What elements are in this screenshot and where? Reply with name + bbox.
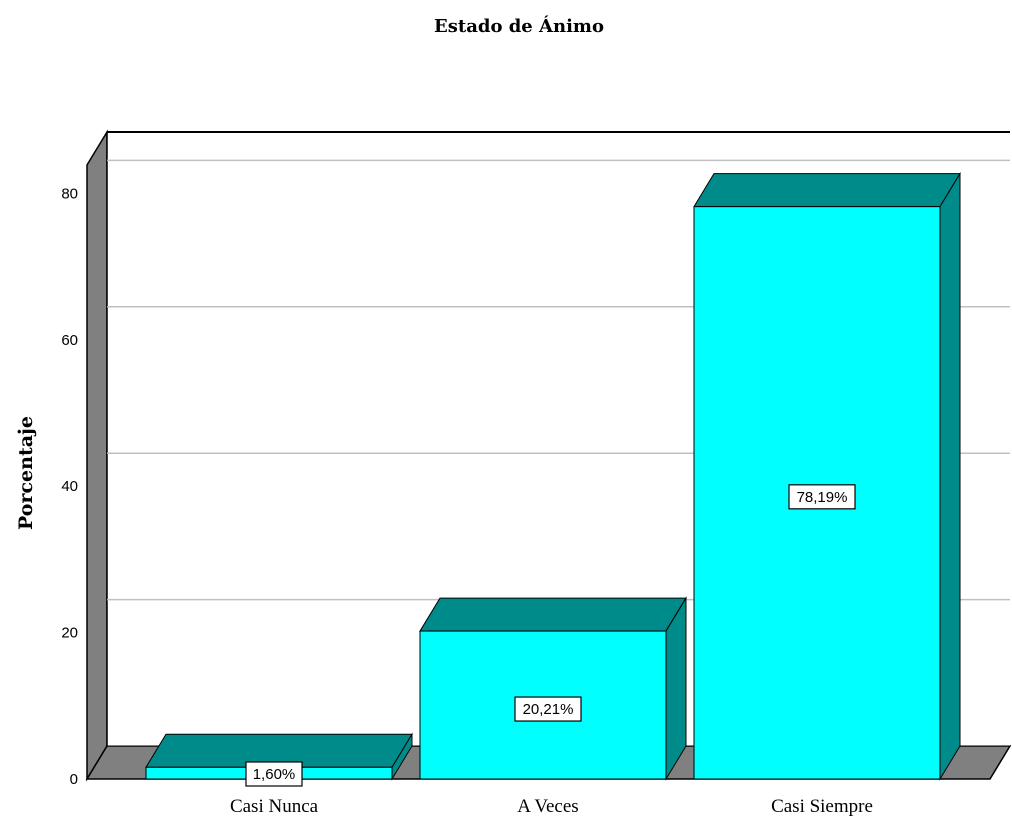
y-tick-label: 20 [61, 625, 78, 642]
y-tick-label: 60 [61, 332, 78, 349]
data-label: 20,21% [514, 696, 582, 722]
bar [419, 596, 687, 781]
bars [145, 171, 961, 781]
y-tick-label: 80 [61, 185, 78, 202]
y-tick-label: 40 [61, 478, 78, 495]
x-tick-label: A Veces [517, 796, 578, 817]
data-label: 1,60% [245, 761, 303, 787]
data-label-box [514, 696, 582, 722]
y-axis-ticks: 0 20 40 60 80 [61, 185, 78, 788]
chart-title: Estado de Ánimo [434, 14, 604, 37]
data-label-text: 1,60% [253, 766, 296, 783]
x-axis-ticks: Casi Nunca A Veces Casi Siempre [230, 796, 873, 817]
data-label-text: 78,19% [797, 489, 848, 506]
data-label-text: 20,21% [523, 701, 574, 718]
x-tick-label: Casi Nunca [230, 796, 319, 817]
bar-side [665, 596, 687, 781]
bar-top [419, 597, 687, 632]
bar-top [693, 173, 961, 208]
data-label-box [788, 484, 856, 510]
data-labels: 1,60% 20,21% 78,19% [245, 484, 856, 787]
data-label: 78,19% [788, 484, 856, 510]
bar-side [939, 171, 961, 781]
data-label-box [245, 761, 303, 787]
y-tick-label: 0 [70, 771, 78, 788]
x-tick-label: Casi Siempre [771, 796, 873, 817]
bar [693, 171, 961, 781]
y-axis-label: Porcentaje [15, 416, 37, 530]
left-wall [86, 129, 108, 782]
